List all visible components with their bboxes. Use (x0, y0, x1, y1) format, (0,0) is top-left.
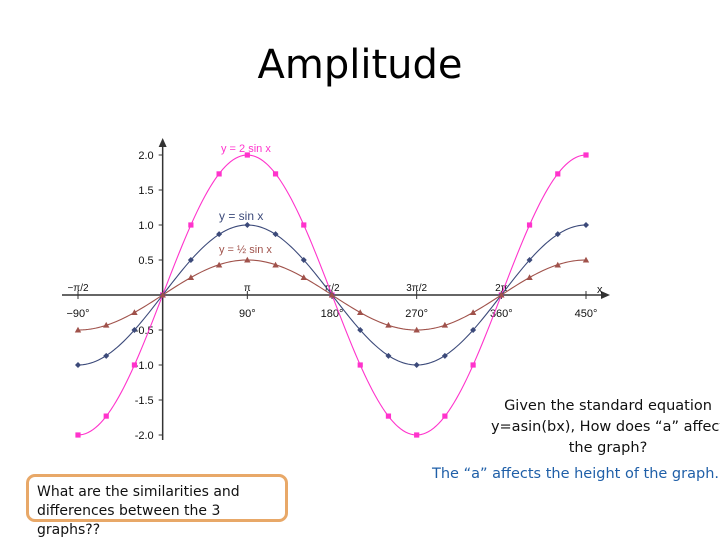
data-point (469, 309, 477, 316)
data-point (413, 362, 420, 368)
x-tick-label-radians: 2π (495, 283, 508, 294)
x-tick-label-degrees: 180° (321, 308, 344, 320)
data-point (385, 352, 392, 359)
series-label: y = ½ sin x (219, 244, 272, 256)
y-tick-label: -2.0 (135, 430, 154, 442)
data-point (498, 291, 505, 298)
y-tick-label: 2.0 (138, 150, 153, 162)
data-point (272, 231, 279, 238)
data-point (441, 352, 448, 359)
data-point (470, 327, 477, 333)
data-point (187, 274, 195, 281)
data-point (470, 362, 476, 368)
data-point (159, 291, 166, 298)
data-point (442, 413, 448, 419)
data-point (385, 321, 392, 328)
data-point (526, 274, 533, 281)
x-tick-label-degrees: −90° (66, 308, 89, 320)
data-point (272, 261, 279, 268)
x-tick-label-degrees: 450° (575, 308, 598, 320)
data-point (244, 222, 251, 228)
data-point (103, 321, 110, 328)
data-point (414, 432, 420, 438)
data-point (328, 291, 336, 298)
x-tick-label-degrees: 270° (405, 308, 428, 320)
data-point (441, 321, 449, 328)
data-point (188, 222, 194, 228)
x-tick-label-radians: 3π/2 (406, 283, 427, 294)
data-point (582, 256, 590, 263)
data-point (131, 327, 138, 333)
data-point (300, 274, 307, 281)
data-point (301, 222, 307, 228)
data-point (385, 413, 392, 419)
x-tick-label-radians: π/2 (324, 283, 340, 294)
data-point (555, 171, 561, 177)
data-point (526, 257, 533, 263)
data-point (75, 432, 81, 438)
data-point (103, 413, 109, 419)
data-point (74, 326, 82, 333)
question-box: What are the similarities and difference… (26, 474, 288, 538)
answer-text: The “a” affects the height of the graph. (432, 466, 719, 482)
data-point (216, 171, 222, 177)
data-point (216, 231, 223, 238)
data-point (131, 362, 138, 368)
x-tick-label-degrees: 90° (239, 308, 256, 320)
equation-question: Given the standard equation y=asin(bx), … (490, 398, 720, 456)
y-tick-label: 1.5 (138, 185, 153, 197)
data-point (583, 222, 589, 228)
series-label: y = 2 sin x (221, 143, 271, 155)
x-tick-label-radians: −π/2 (67, 283, 89, 294)
data-point (75, 362, 81, 368)
data-point (215, 261, 223, 268)
y-tick-label: -1.0 (135, 360, 154, 372)
data-point (583, 152, 589, 158)
data-point (526, 222, 533, 228)
x-axis-label: x (597, 284, 603, 296)
x-axis-arrow (601, 291, 610, 299)
data-point (554, 261, 561, 268)
data-point (300, 257, 307, 263)
slide-title: Amplitude (257, 42, 463, 88)
series-label: y = sin x (219, 209, 263, 223)
y-axis-arrow (158, 138, 167, 147)
y-tick-label: -1.5 (135, 395, 154, 407)
data-point (357, 327, 364, 333)
y-tick-label: 0.5 (138, 255, 153, 267)
data-point (187, 257, 194, 263)
data-point (413, 326, 420, 333)
data-point (244, 256, 251, 263)
x-tick-label-degrees: 360° (490, 308, 513, 320)
y-tick-label: 1.0 (138, 220, 153, 232)
x-tick-label-radians: π (244, 283, 251, 294)
data-point (272, 171, 279, 177)
y-tick-label: -0.5 (135, 325, 154, 337)
data-point (244, 152, 250, 158)
data-point (554, 231, 561, 238)
data-point (357, 309, 364, 316)
data-point (357, 362, 363, 368)
data-point (103, 352, 110, 359)
data-point (131, 309, 138, 316)
series-3 (74, 256, 590, 333)
